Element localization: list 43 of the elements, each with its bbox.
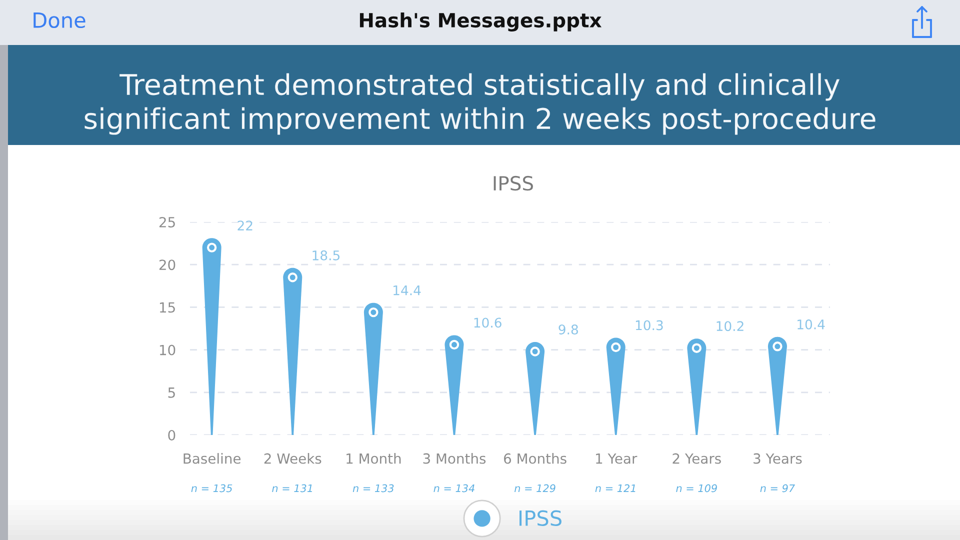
x-tick-label: Baseline [184, 453, 241, 464]
legend-label: IPSS [520, 510, 562, 526]
text: n = 97 [760, 484, 795, 492]
x-tick-label: 1 Month [346, 453, 401, 464]
text: n = 134 [434, 484, 474, 492]
text: Hash's Messages.pptx [360, 12, 602, 32]
x-tick-label: 2 Years [672, 453, 721, 464]
point [368, 307, 378, 318]
x-tick-label: 3 Months [423, 453, 486, 464]
data-label: 10.6 [474, 318, 502, 328]
point [611, 342, 621, 352]
data-label: 14.4 [394, 286, 421, 296]
text: n = 121 [595, 484, 636, 492]
point [530, 346, 540, 356]
text: n = 109 [676, 484, 717, 492]
x-tick-label: 3 Years [754, 453, 802, 464]
x-tick-label: 2 Weeks [264, 453, 322, 464]
text: Done [34, 12, 86, 28]
chart-subtitle: IPSS [494, 176, 533, 191]
y-tick-label: 10 [160, 344, 176, 356]
chart-title: Treatment demonstrated statistically and clinically significant improvement within 2 weeks post-procedure [84, 73, 876, 135]
y-tick-label: 15 [160, 302, 175, 313]
x-tick-label: 1 Year [596, 453, 638, 464]
point [288, 272, 298, 282]
data-label: 22 [238, 220, 252, 230]
data-label: 18.5 [312, 250, 340, 260]
data-label: 9.8 [558, 324, 578, 334]
data-label: 10.4 [798, 319, 825, 330]
text: n = 131 [272, 484, 312, 492]
point [449, 340, 460, 350]
y-tick-label: 5 [168, 388, 175, 398]
point [206, 242, 217, 252]
point [692, 343, 702, 353]
x-tick-label: 6 Months [504, 453, 566, 464]
y-tick-label: 20 [159, 260, 176, 270]
data-label: 10.3 [636, 320, 663, 330]
text: n = 133 [352, 484, 394, 492]
text: n = 129 [514, 484, 556, 492]
y-tick-label: 0 [168, 430, 176, 440]
text: n = 135 [191, 484, 232, 492]
point [772, 342, 782, 352]
y-tick-label: 25 [159, 216, 175, 228]
data-label: 10.2 [716, 321, 744, 332]
